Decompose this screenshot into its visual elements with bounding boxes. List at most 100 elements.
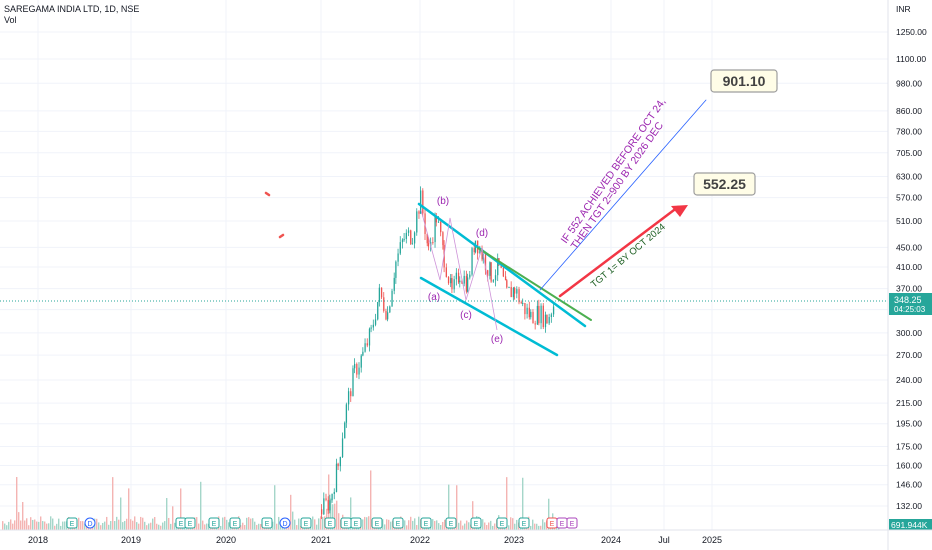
candle-body (548, 317, 550, 324)
candle-body (542, 305, 544, 328)
candle-body (528, 307, 530, 318)
volume-bar (540, 525, 542, 530)
candle-body (473, 248, 475, 253)
y-tick-label: 860.00 (896, 106, 922, 116)
volume-bar (110, 521, 112, 530)
volume-bar (32, 519, 34, 530)
blue-projection-line (539, 99, 707, 291)
volume-bar (180, 488, 182, 530)
earnings-marker (208, 517, 220, 529)
volume-bar (388, 519, 390, 530)
event-marker-label: E (500, 521, 505, 528)
volume-bar (416, 525, 418, 530)
volume-bar (350, 497, 352, 530)
candle-body (481, 248, 483, 260)
volume-bar (458, 522, 460, 530)
volume-bar (494, 523, 496, 530)
volume-bar (58, 518, 60, 530)
event-marker-label: E (550, 521, 555, 528)
volume-bar (136, 522, 138, 530)
volume-bar (196, 517, 198, 530)
volume-bar (52, 518, 54, 530)
candle-body (512, 287, 515, 298)
candle-body (395, 261, 397, 278)
volume-bar (300, 525, 302, 530)
candle-body (345, 404, 348, 423)
candle-body (329, 500, 331, 511)
y-tick-label: 705.00 (896, 148, 922, 158)
candle-body (372, 324, 374, 328)
candle-body (383, 297, 385, 311)
volume-bar (168, 517, 170, 530)
volume-bar (506, 477, 508, 530)
volume-bar (106, 516, 108, 530)
candle-body (455, 272, 458, 280)
earnings-marker (300, 517, 312, 529)
candle-body (534, 323, 536, 325)
y-tick-label: 1100.00 (896, 54, 926, 64)
candle-body (426, 234, 428, 244)
volume-bar (538, 525, 540, 530)
volume-bar (258, 523, 260, 530)
candle-body (411, 243, 414, 245)
earnings-marker (445, 517, 457, 529)
countdown: 04:25:03 (894, 305, 926, 314)
candle-body (403, 238, 405, 240)
candle-body (532, 311, 534, 324)
volume-bar (154, 516, 156, 530)
volume-bar (224, 516, 226, 530)
volume-bar (460, 520, 462, 530)
candle-body (530, 311, 532, 318)
volume-bar (276, 523, 278, 530)
candle-body (397, 253, 399, 262)
volume-bar (296, 525, 298, 530)
volume-bar (510, 517, 512, 530)
volume-bar (548, 498, 550, 530)
event-marker-label: E (265, 521, 270, 528)
volume-bar (414, 518, 416, 530)
candle-body (387, 312, 389, 320)
wave-label: (d) (476, 228, 488, 239)
volume-bar (64, 521, 66, 530)
earnings-marker (496, 517, 508, 529)
x-tick-label: 2021 (311, 535, 331, 545)
candle-body (510, 287, 512, 298)
volume-tag (889, 519, 932, 530)
volume-bar (20, 520, 22, 530)
candle-body (461, 280, 463, 284)
y-tick-label: 1250.00 (896, 27, 927, 37)
candle-body (502, 267, 505, 277)
candle-body (451, 278, 453, 290)
volume-bar (320, 516, 322, 530)
volume-bar (408, 520, 410, 530)
volume-bar (294, 519, 296, 530)
volume-bar (164, 521, 166, 530)
volume-bar (508, 525, 510, 530)
candle-body (389, 306, 391, 313)
annotation-condition: IF 552 ACHIEVED BEFORE OCT 24, (559, 96, 669, 246)
volume-bar (54, 525, 56, 530)
candle-body (447, 276, 450, 284)
volume-bar (292, 511, 294, 530)
candle-body (352, 368, 354, 397)
volume-bar (274, 485, 276, 530)
candle-body (432, 242, 434, 244)
volume-bar (148, 523, 150, 530)
volume-bar (484, 522, 486, 530)
volume-bar (112, 477, 114, 530)
candle-body (457, 272, 460, 283)
volume-bar (364, 516, 366, 530)
candle-body (323, 498, 325, 515)
candlesticks (321, 186, 555, 520)
candle-body (536, 305, 539, 325)
y-tick-label: 780.00 (896, 126, 922, 136)
event-marker-label: E (560, 521, 565, 528)
event-marker-label: E (424, 521, 429, 528)
candle-body (410, 230, 412, 244)
volume-bar (46, 523, 48, 530)
event-marker-label: E (570, 521, 575, 528)
event-marker-label: E (354, 521, 359, 528)
volume-bar (30, 517, 32, 530)
